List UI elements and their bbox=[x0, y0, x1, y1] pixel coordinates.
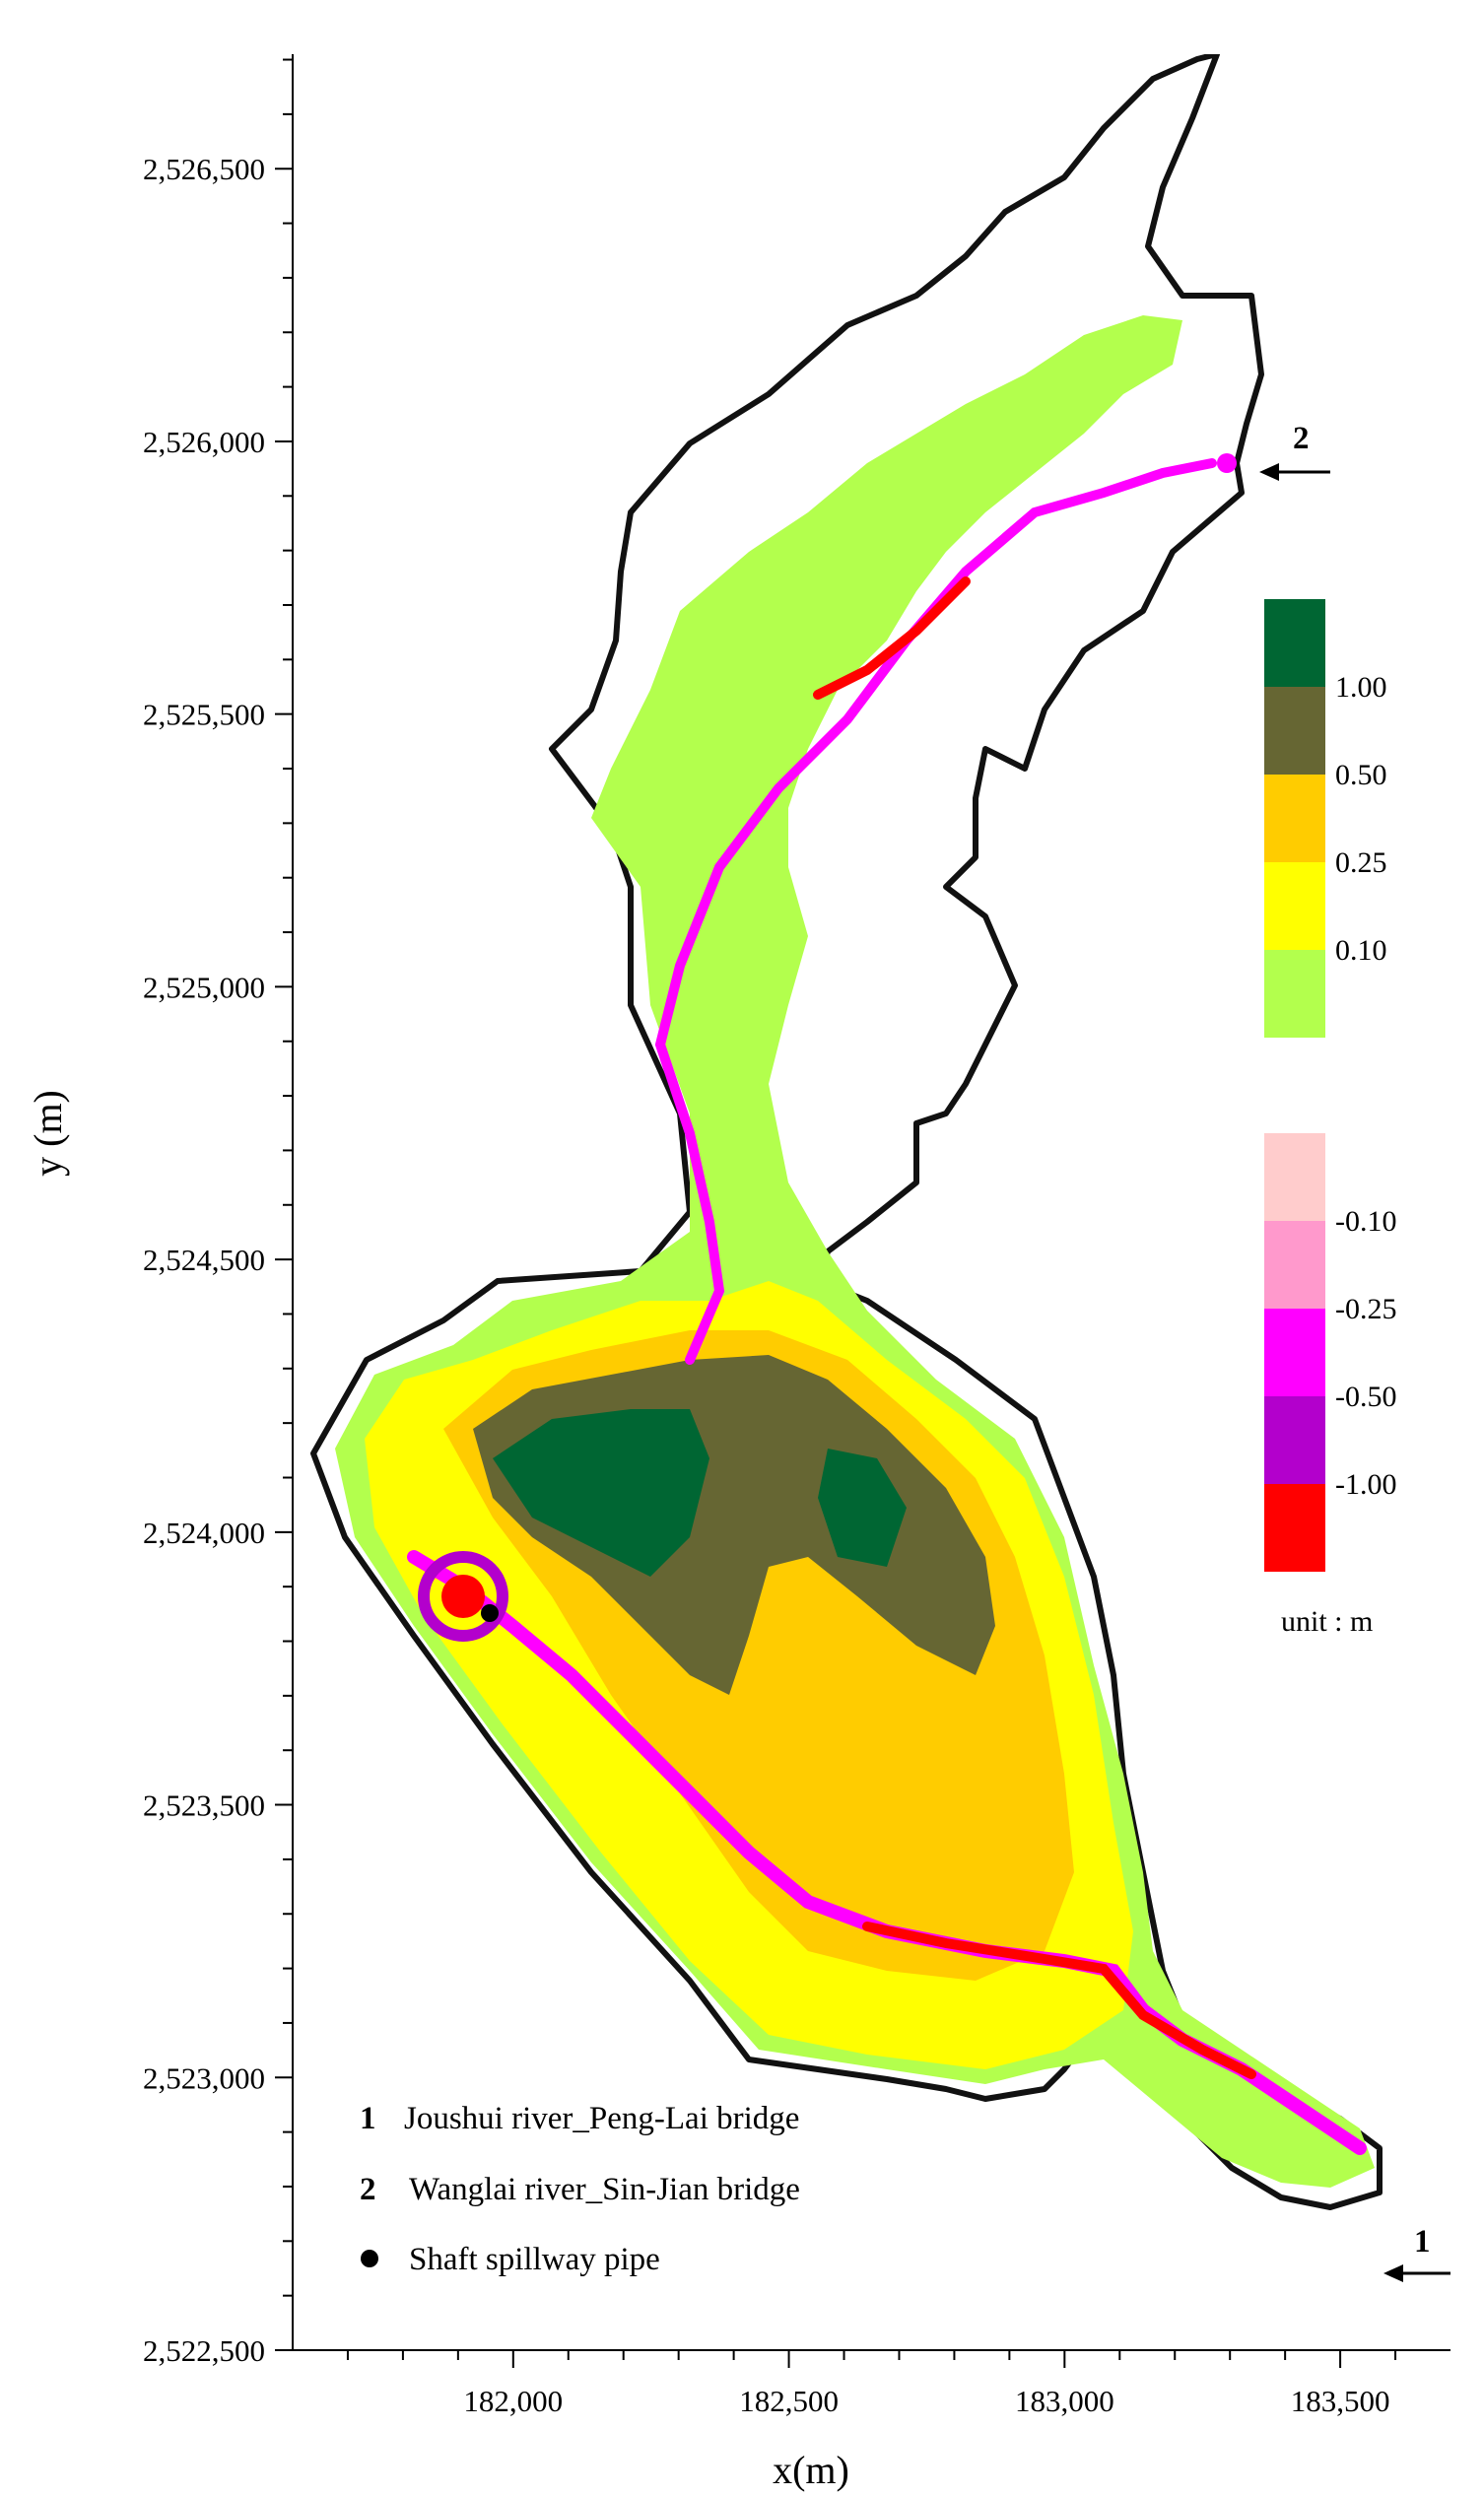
legend-label: -0.25 bbox=[1335, 1293, 1397, 1325]
y-tick-label: 2,522,500 bbox=[143, 2333, 265, 2368]
legend-swatch bbox=[1264, 1484, 1325, 1572]
scour-hole bbox=[441, 1575, 485, 1618]
unit-label: unit : m bbox=[1281, 1605, 1373, 1638]
scour-upstream-end bbox=[1217, 453, 1237, 473]
legend-label: -0.50 bbox=[1335, 1381, 1397, 1413]
arrow-icon-marker-1 bbox=[1383, 2264, 1450, 2282]
y-tick-label: 2,526,000 bbox=[143, 425, 265, 459]
y-tick-label: 2,523,000 bbox=[143, 2060, 265, 2095]
legend-swatch bbox=[1264, 1396, 1325, 1484]
zone-dark-green-east bbox=[818, 1449, 907, 1567]
reservoir-area bbox=[310, 54, 1383, 2210]
legend-swatch bbox=[1264, 687, 1325, 775]
negative-change-legend: -0.10 -0.25 -0.50 -1.00 bbox=[1264, 1133, 1397, 1572]
x-axis-title: x(m) bbox=[773, 2448, 849, 2492]
x-tick-label: 182,000 bbox=[463, 2384, 563, 2418]
y-tick-label: 2,525,500 bbox=[143, 698, 265, 732]
y-tick-label: 2,524,000 bbox=[143, 1516, 265, 1550]
spillway-dot-icon bbox=[481, 1604, 499, 1622]
scour-channel-upper-core bbox=[813, 576, 971, 700]
legend-label: 0.10 bbox=[1335, 934, 1387, 967]
y-tick-label: 2,525,000 bbox=[143, 970, 265, 1004]
legend-swatch bbox=[1264, 1133, 1325, 1221]
note-1-number: 1 bbox=[360, 2101, 376, 2136]
legend-swatch bbox=[1264, 862, 1325, 950]
legend-swatch bbox=[1264, 1309, 1325, 1396]
note-spillway-text: Shaft spillway pipe bbox=[409, 2242, 660, 2277]
marker-1-number: 1 bbox=[1414, 2224, 1431, 2260]
scour-channel-upper bbox=[654, 458, 1217, 1365]
scour-hole-ring bbox=[418, 1551, 508, 1642]
zone-dark-green bbox=[493, 1409, 709, 1577]
note-2-number: 2 bbox=[360, 2172, 376, 2207]
legend-label: 0.25 bbox=[1335, 846, 1387, 879]
positive-change-legend: 1.00 0.50 0.25 0.10 bbox=[1264, 599, 1387, 1038]
legend-swatch bbox=[1264, 1221, 1325, 1309]
y-tick-label: 2,526,500 bbox=[143, 152, 265, 186]
legend-swatch bbox=[1264, 775, 1325, 862]
y-axis-title: y (m) bbox=[26, 1090, 70, 1177]
x-tick-label: 182,500 bbox=[739, 2384, 839, 2418]
arrow-icon-marker-2 bbox=[1259, 463, 1330, 481]
scour-channel-core bbox=[862, 1922, 1256, 2079]
x-axis-ticks: 182,000 182,500 183,000 183,500 bbox=[346, 2350, 1397, 2418]
legend-label: -1.00 bbox=[1335, 1468, 1397, 1501]
note-spillway-dot-icon bbox=[361, 2250, 378, 2267]
y-tick-label: 2,524,500 bbox=[143, 1243, 265, 1277]
legend-label: 1.00 bbox=[1335, 671, 1387, 704]
note-1-text: Joushui river_Peng-Lai bridge bbox=[404, 2101, 799, 2136]
note-2-text: Wanglai river_Sin-Jian bridge bbox=[409, 2172, 800, 2207]
legend-label: -0.10 bbox=[1335, 1205, 1397, 1238]
x-tick-label: 183,500 bbox=[1291, 2384, 1390, 2418]
marker-2-number: 2 bbox=[1293, 421, 1310, 456]
x-tick-label: 183,000 bbox=[1015, 2384, 1114, 2418]
legend-swatch bbox=[1264, 599, 1325, 687]
y-tick-label: 2,523,500 bbox=[143, 1788, 265, 1823]
legend-swatch bbox=[1264, 950, 1325, 1038]
y-axis-ticks: 2,522,500 2,523,000 2,523,500 2,524,000 2,52… bbox=[143, 58, 293, 2368]
legend-label: 0.50 bbox=[1335, 759, 1387, 791]
